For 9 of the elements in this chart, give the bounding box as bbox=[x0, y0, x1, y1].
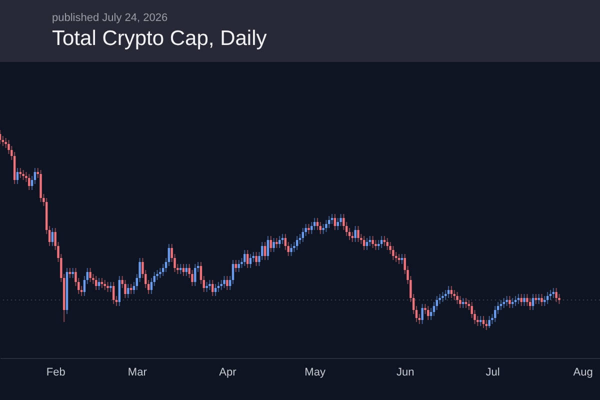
x-tick-label: Mar bbox=[128, 366, 148, 378]
x-tick-label: Feb bbox=[46, 366, 66, 378]
x-tick-label: Aug bbox=[573, 366, 593, 378]
x-tick-label: Apr bbox=[219, 366, 237, 378]
x-tick-label: Jul bbox=[486, 366, 500, 378]
x-tick-label: Jun bbox=[396, 366, 414, 378]
chart-subtitle: published July 24, 2026 bbox=[52, 11, 169, 24]
chart-title: Total Crypto Cap, Daily bbox=[52, 27, 268, 51]
x-tick-label: May bbox=[304, 366, 326, 378]
